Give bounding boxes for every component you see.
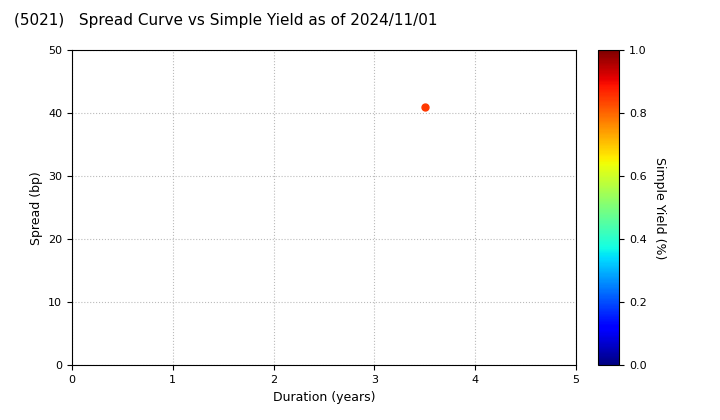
Y-axis label: Spread (bp): Spread (bp) [30, 171, 42, 245]
X-axis label: Duration (years): Duration (years) [273, 391, 375, 404]
Y-axis label: Simple Yield (%): Simple Yield (%) [653, 157, 666, 259]
Text: (5021)   Spread Curve vs Simple Yield as of 2024/11/01: (5021) Spread Curve vs Simple Yield as o… [14, 13, 438, 28]
Point [419, 104, 431, 110]
